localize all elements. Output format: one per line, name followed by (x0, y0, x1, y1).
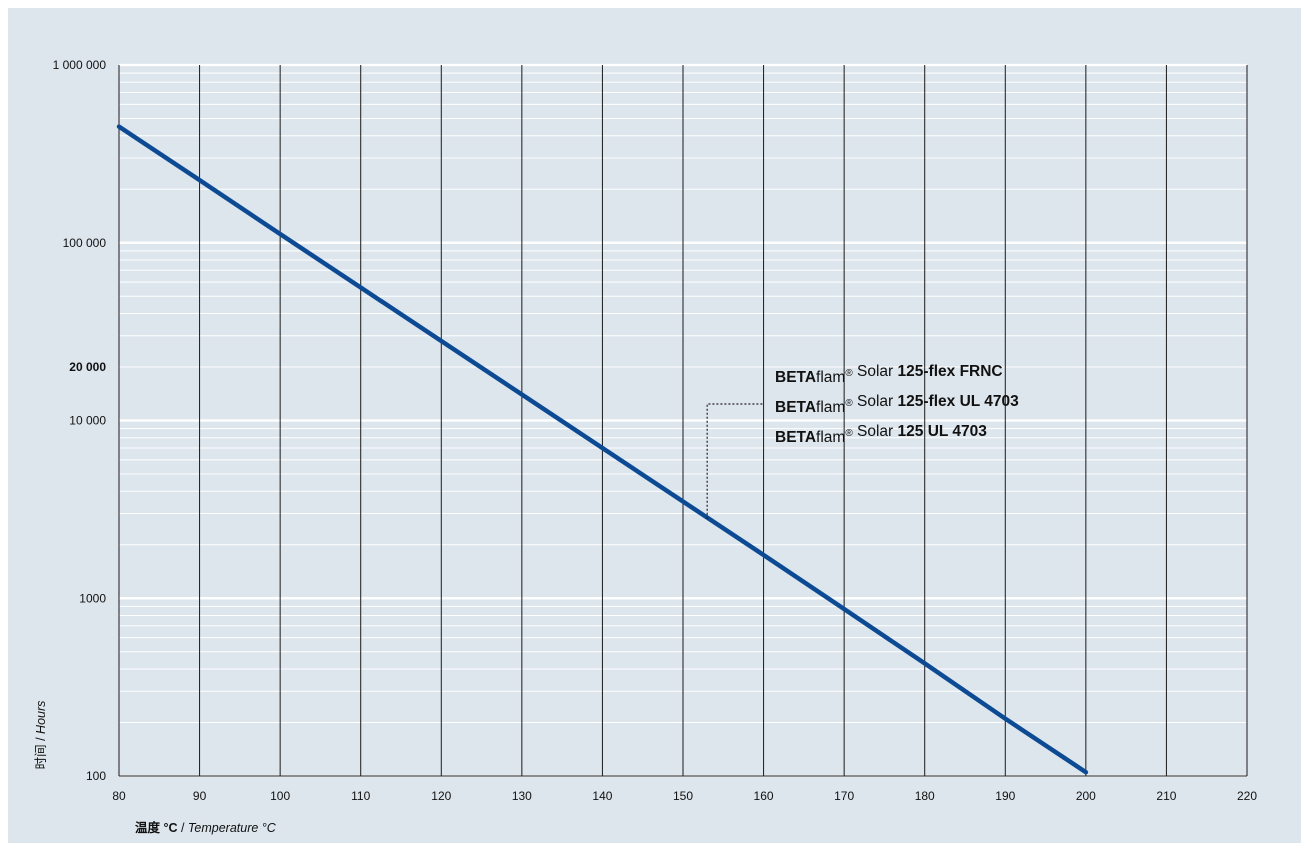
x-tick-label: 220 (1237, 789, 1257, 803)
y-tick-label: 100 000 (63, 236, 107, 250)
x-axis-title-separator: / (178, 821, 188, 835)
x-tick-label: 150 (673, 789, 693, 803)
y-tick-label: 1 000 000 (53, 58, 107, 72)
axes (118, 65, 1247, 777)
annotation-label-segment: flam (816, 399, 845, 416)
annotation-label-segment: BETA (775, 399, 816, 416)
x-tick-label: 180 (915, 789, 935, 803)
annotation-label-segment: 125-flex UL 4703 (898, 393, 1020, 410)
annotation-label-segment: ® (845, 428, 853, 439)
annotation-label-segment: flam (816, 369, 845, 386)
y-axis-title-main: 时间 (34, 744, 48, 769)
x-axis-title-main: 温度 °C (135, 820, 178, 835)
x-tick-label: 170 (834, 789, 854, 803)
annotation-label-segment: ® (845, 398, 853, 409)
y-tick-labels: 1 000 000 100 000 20 000 10 000 1000 100 (53, 58, 107, 783)
chart-background (8, 8, 1301, 843)
y-tick-label: 1000 (79, 591, 106, 605)
x-axis-title: 温度 °C / Temperature °C (135, 820, 277, 835)
series-layer (116, 124, 1089, 775)
x-tick-label: 140 (592, 789, 612, 803)
annotation-label-segment: Solar (853, 393, 898, 410)
y-tick-label: 10 000 (69, 414, 106, 428)
x-tick-labels: 80 90 100 110 120 130 140 150 160 170 180 190 200 210… (112, 789, 1257, 803)
annotation-label-segment: Solar (853, 423, 898, 440)
x-tick-label: 160 (754, 789, 774, 803)
x-tick-label: 200 (1076, 789, 1096, 803)
annotation-label-segment: Solar (853, 363, 898, 380)
y-axis-title: 时间 / Hours (34, 701, 48, 770)
annotation-label-segment: flam (816, 429, 845, 446)
annotation-label: BETAflam® Solar 125-flex UL 4703 (775, 393, 1019, 416)
x-tick-label: 190 (995, 789, 1015, 803)
annotation-label-segment: 125-flex FRNC (898, 363, 1003, 380)
x-tick-label: 100 (270, 789, 290, 803)
y-axis-title-italic: Hours (34, 701, 48, 734)
x-tick-label: 80 (112, 789, 126, 803)
annotation-label-segment: ® (845, 368, 853, 379)
x-tick-label: 130 (512, 789, 532, 803)
x-tick-label: 90 (193, 789, 207, 803)
y-axis-title-separator: / (34, 734, 48, 744)
x-tick-label: 110 (351, 789, 370, 803)
annotation-label: BETAflam® Solar 125-flex FRNC (775, 363, 1003, 386)
x-tick-label: 120 (431, 789, 451, 803)
series-line (116, 124, 1089, 775)
annotation-label-segment: BETA (775, 429, 816, 446)
x-tick-label: 210 (1156, 789, 1176, 803)
annotation-label-segment: 125 UL 4703 (898, 423, 988, 440)
annotation-label: BETAflam® Solar 125 UL 4703 (775, 423, 987, 446)
y-tick-label: 100 (86, 769, 106, 783)
annotation-label-segment: BETA (775, 369, 816, 386)
x-axis-title-italic: Temperature °C (188, 821, 277, 835)
y-tick-label: 20 000 (69, 360, 106, 374)
